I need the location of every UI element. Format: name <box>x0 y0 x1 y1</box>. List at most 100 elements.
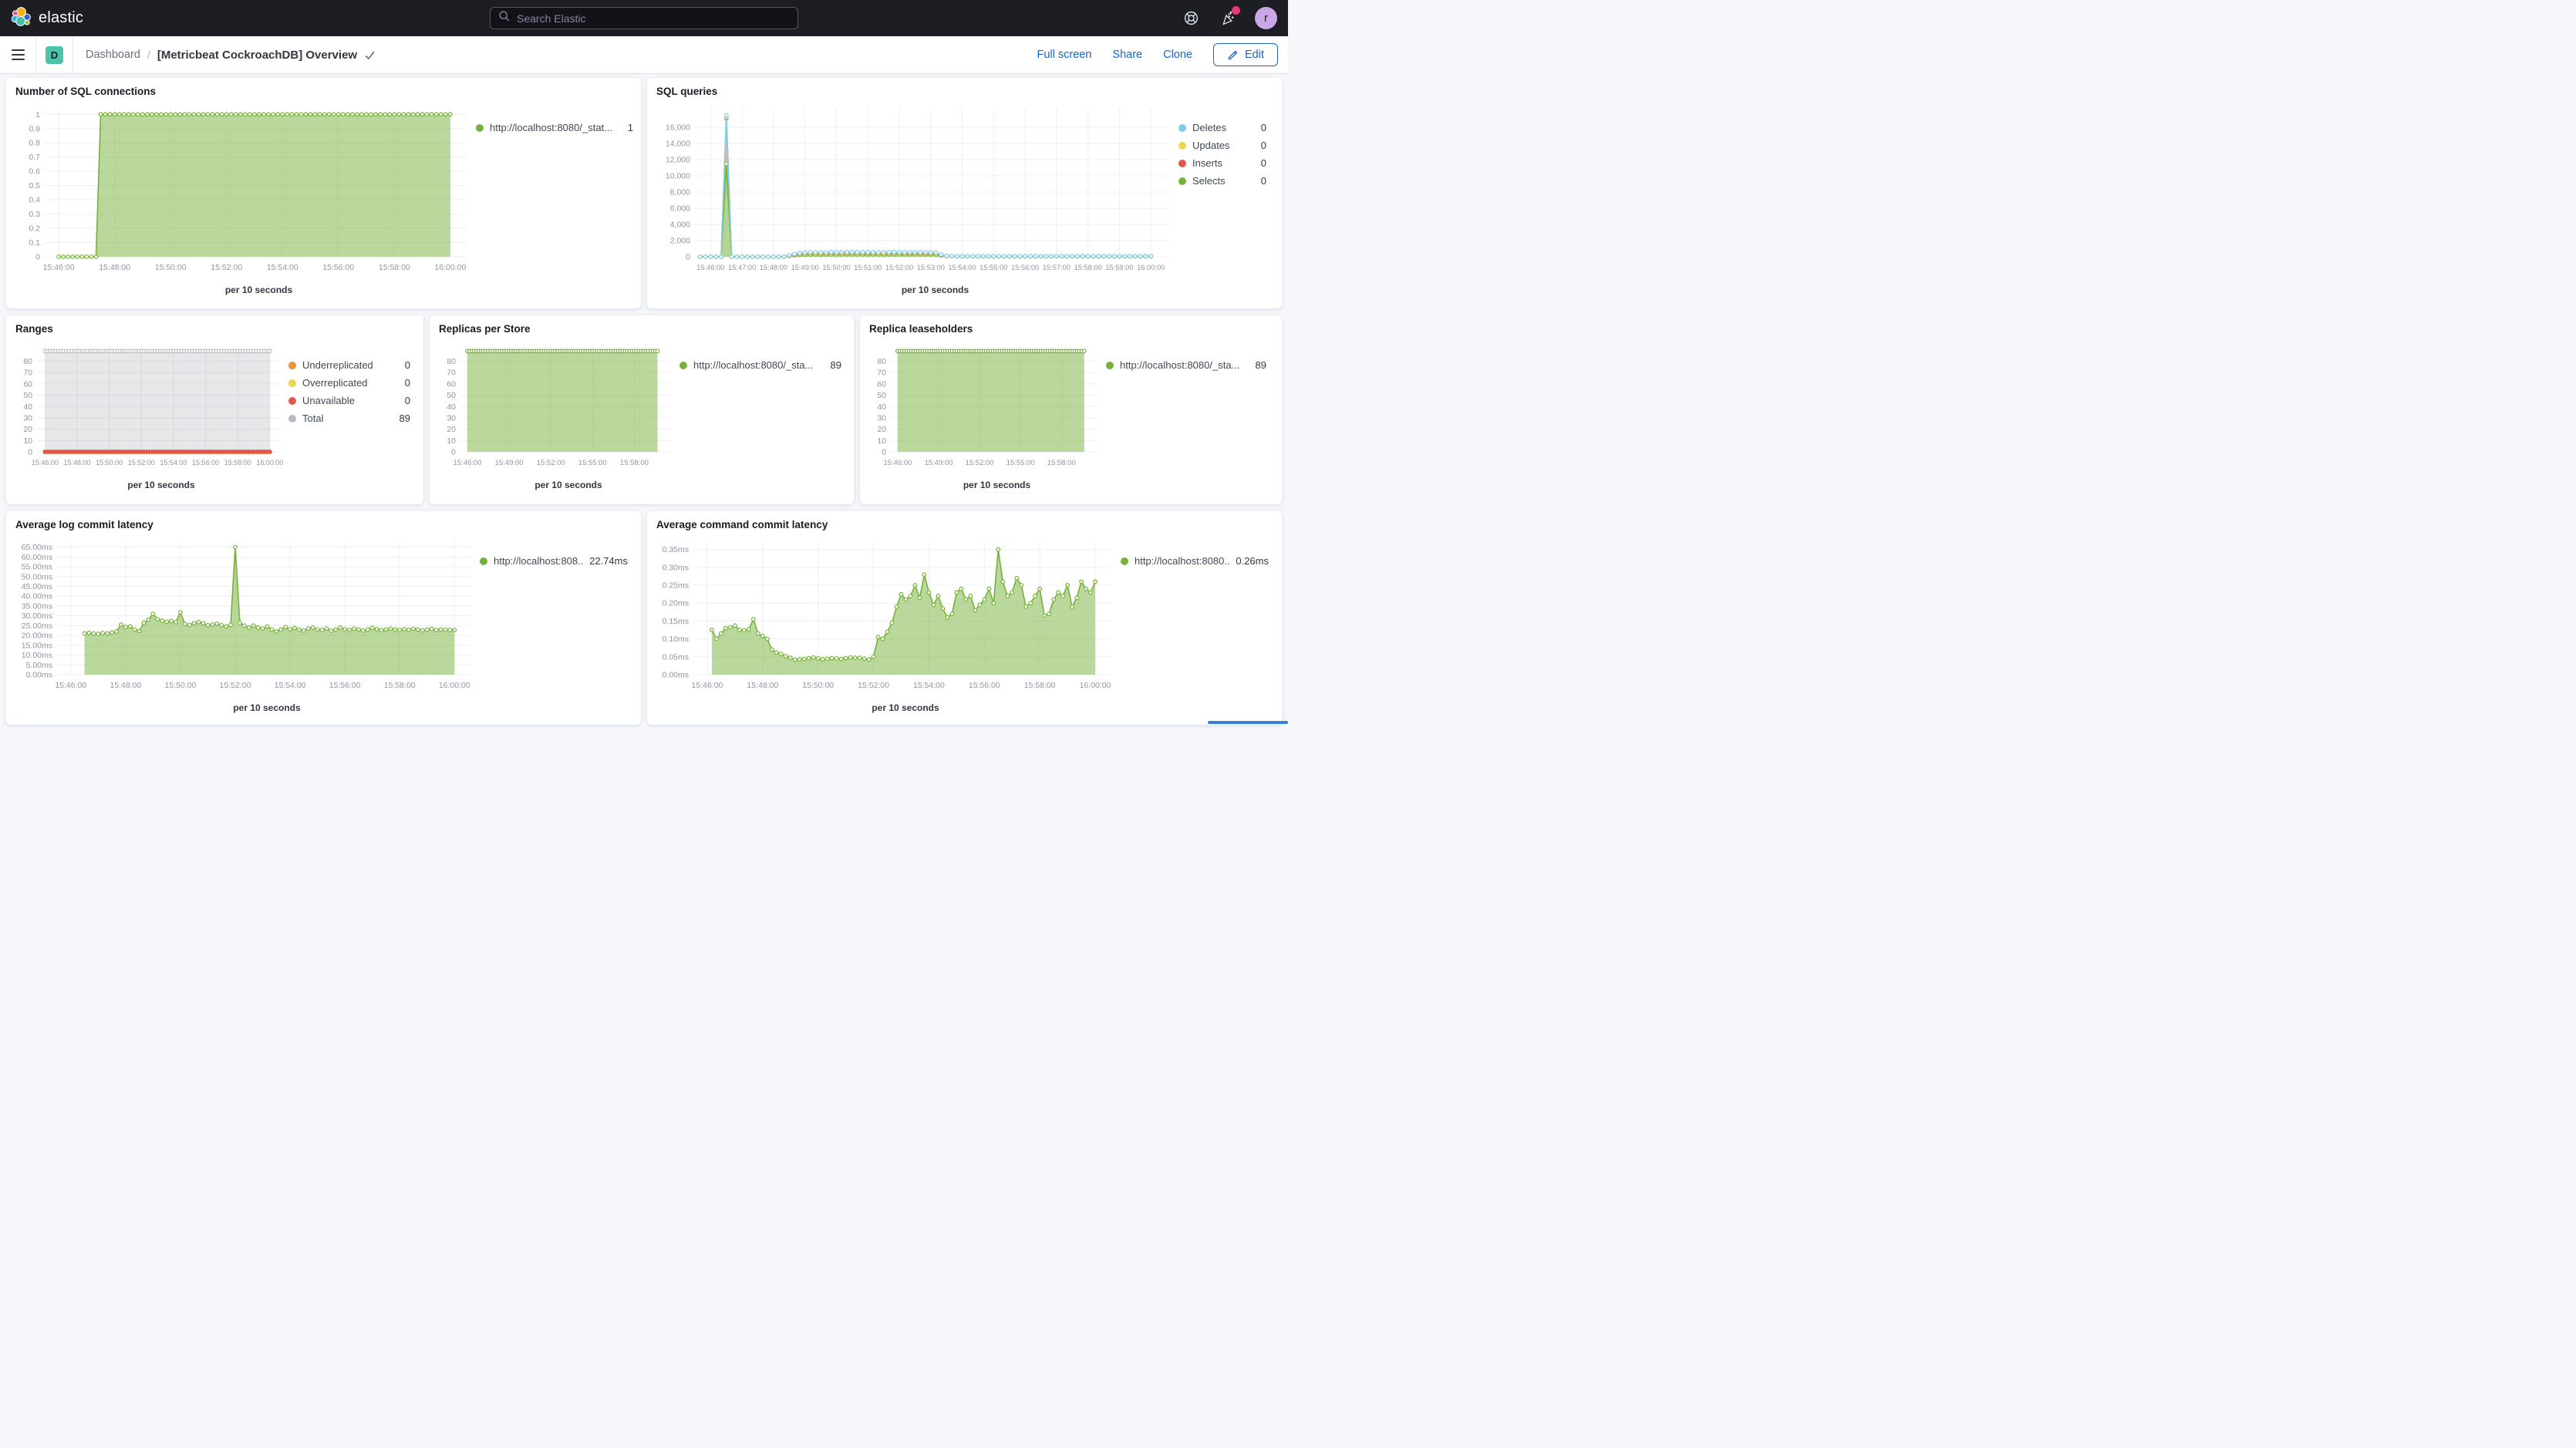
legend-item[interactable]: http://localhost:8080/_sta... 89 <box>1106 359 1266 371</box>
svg-text:15:48:00: 15:48:00 <box>99 263 130 272</box>
legend-item[interactable]: Total 89 <box>288 413 410 424</box>
x-axis-label: per 10 seconds <box>901 285 969 295</box>
svg-text:15:50:00: 15:50:00 <box>164 681 196 690</box>
svg-text:0.6: 0.6 <box>29 167 40 177</box>
svg-text:4,000: 4,000 <box>670 221 690 230</box>
svg-text:6,000: 6,000 <box>670 204 690 214</box>
svg-text:15:49:00: 15:49:00 <box>791 264 819 271</box>
clone-button[interactable]: Clone <box>1163 49 1192 61</box>
svg-text:15:48:00: 15:48:00 <box>760 264 787 271</box>
legend-item[interactable]: Inserts 0 <box>1178 157 1266 169</box>
svg-text:15:52:00: 15:52:00 <box>537 459 565 467</box>
legend-item[interactable]: Overreplicated 0 <box>288 377 410 389</box>
svg-text:0.8: 0.8 <box>29 139 40 148</box>
chart-canvas[interactable]: 15:46:00 15:47:00 15:48:00 15:49:00 15:50:00… <box>655 99 1175 280</box>
panel-title: Number of SQL connections <box>15 86 157 97</box>
legend-swatch-icon <box>1178 123 1186 132</box>
legend-swatch-icon <box>1178 159 1186 167</box>
chart-canvas[interactable]: 15:46:00 15:48:00 15:50:00 15:52:00 15:54:00… <box>14 336 285 475</box>
legend-swatch-icon <box>1178 177 1186 185</box>
svg-text:40.00ms: 40.00ms <box>22 592 52 601</box>
legend-swatch-icon <box>1106 361 1114 369</box>
legend-value: 1 <box>627 122 633 133</box>
horizontal-scrollbar[interactable] <box>1208 721 1288 724</box>
svg-text:0: 0 <box>686 253 690 262</box>
user-avatar[interactable]: r <box>1255 7 1277 29</box>
svg-text:15:55:00: 15:55:00 <box>578 459 607 467</box>
svg-text:15:46:00: 15:46:00 <box>696 264 724 271</box>
legend-value: 22.74ms <box>589 555 628 567</box>
chart-canvas[interactable]: 15:46:00 15:48:00 15:50:00 15:52:00 15:54:00… <box>14 532 477 698</box>
legend-item[interactable]: http://localhost:8080... 0.26ms <box>1121 555 1269 567</box>
svg-text:0: 0 <box>451 448 456 457</box>
help-button[interactable] <box>1181 8 1201 29</box>
title-check-icon[interactable] <box>364 50 376 60</box>
svg-text:15:48:00: 15:48:00 <box>110 681 141 690</box>
svg-text:15:51:00: 15:51:00 <box>854 264 882 271</box>
chart-canvas[interactable]: 15:46:00 15:48:00 15:50:00 15:52:00 15:54:00… <box>14 99 473 280</box>
svg-text:15:58:00: 15:58:00 <box>620 459 649 467</box>
edit-button[interactable]: Edit <box>1213 43 1278 66</box>
legend-swatch-icon <box>288 396 296 405</box>
svg-text:15:57:00: 15:57:00 <box>1043 264 1071 271</box>
svg-text:70: 70 <box>447 369 456 378</box>
avatar-initial: r <box>1264 12 1268 25</box>
breadcrumb-dashboard-link[interactable]: Dashboard <box>86 49 140 61</box>
breadcrumb: Dashboard / [Metricbeat CockroachDB] Ove… <box>86 49 376 62</box>
svg-text:15:46:00: 15:46:00 <box>692 681 723 690</box>
legend-label: Selects <box>1192 175 1226 187</box>
chart-canvas[interactable]: 15:46:00 15:49:00 15:52:00 15:55:00 15:58:00… <box>868 336 1103 475</box>
share-button[interactable]: Share <box>1112 49 1143 61</box>
full-screen-button[interactable]: Full screen <box>1037 49 1092 61</box>
svg-text:15:58:00: 15:58:00 <box>1024 681 1056 690</box>
legend-item[interactable]: http://localhost:808... 22.74ms <box>480 555 628 567</box>
svg-text:15:50:00: 15:50:00 <box>802 681 834 690</box>
legend-item[interactable]: http://localhost:8080/_stat... 1 <box>476 122 633 133</box>
svg-text:50: 50 <box>877 391 886 400</box>
svg-text:20.00ms: 20.00ms <box>22 631 52 641</box>
elastic-brand[interactable]: elastic <box>11 6 83 31</box>
legend-value: 89 <box>830 359 841 371</box>
svg-text:55.00ms: 55.00ms <box>22 563 52 572</box>
x-axis-label: per 10 seconds <box>534 480 602 490</box>
svg-text:0: 0 <box>28 448 32 457</box>
svg-text:0.20ms: 0.20ms <box>663 599 689 608</box>
svg-text:0.1: 0.1 <box>29 238 40 248</box>
chart-legend: http://localhost:8080/_sta... 89 <box>1103 336 1266 490</box>
svg-text:15:48:00: 15:48:00 <box>64 459 91 466</box>
legend-item[interactable]: Underreplicated 0 <box>288 359 410 371</box>
svg-text:10,000: 10,000 <box>666 172 690 181</box>
svg-text:15:55:00: 15:55:00 <box>979 264 1007 271</box>
svg-text:15:56:00: 15:56:00 <box>329 681 361 690</box>
legend-item[interactable]: Deletes 0 <box>1178 122 1266 133</box>
svg-text:15:59:00: 15:59:00 <box>1105 264 1133 271</box>
menu-button[interactable] <box>10 46 26 64</box>
svg-text:15:56:00: 15:56:00 <box>1011 264 1039 271</box>
svg-text:15:55:00: 15:55:00 <box>1006 459 1035 467</box>
legend-item[interactable]: Updates 0 <box>1178 140 1266 151</box>
panel-sql-queries: SQL queries 15:46:00 15:47:00 15:48:00 15:4… <box>647 78 1282 308</box>
search-input[interactable] <box>517 12 790 25</box>
legend-value: 0 <box>1260 140 1266 151</box>
legend-item[interactable]: Selects 0 <box>1178 175 1266 187</box>
dashboard-app-badge[interactable]: D <box>46 45 63 64</box>
x-axis-label: per 10 seconds <box>224 285 293 295</box>
svg-text:0.30ms: 0.30ms <box>663 563 689 572</box>
legend-value: 0 <box>1260 122 1266 133</box>
panel-title: Average log commit latency <box>15 519 153 530</box>
chart-canvas[interactable]: 15:46:00 15:49:00 15:52:00 15:55:00 15:58:00… <box>437 336 676 475</box>
toolbar-divider <box>35 36 36 73</box>
svg-text:60.00ms: 60.00ms <box>22 553 52 562</box>
x-axis-label: per 10 seconds <box>233 702 301 713</box>
legend-item[interactable]: Unavailable 0 <box>288 395 410 406</box>
svg-text:0.35ms: 0.35ms <box>663 545 689 554</box>
legend-label: Updates <box>1192 140 1230 151</box>
panel-title: SQL queries <box>656 86 718 97</box>
page-title: [Metricbeat CockroachDB] Overview <box>157 48 358 62</box>
panel-title: Replica leaseholders <box>869 323 973 335</box>
whats-new-button[interactable] <box>1218 5 1240 29</box>
legend-item[interactable]: http://localhost:8080/_sta... 89 <box>679 359 841 371</box>
svg-text:15:52:00: 15:52:00 <box>211 263 242 272</box>
panel-average-log-commit-latency: Average log commit latency 15:46:00 15:48… <box>6 511 641 725</box>
chart-canvas[interactable]: 15:46:00 15:48:00 15:50:00 15:52:00 15:54:00… <box>655 532 1118 698</box>
